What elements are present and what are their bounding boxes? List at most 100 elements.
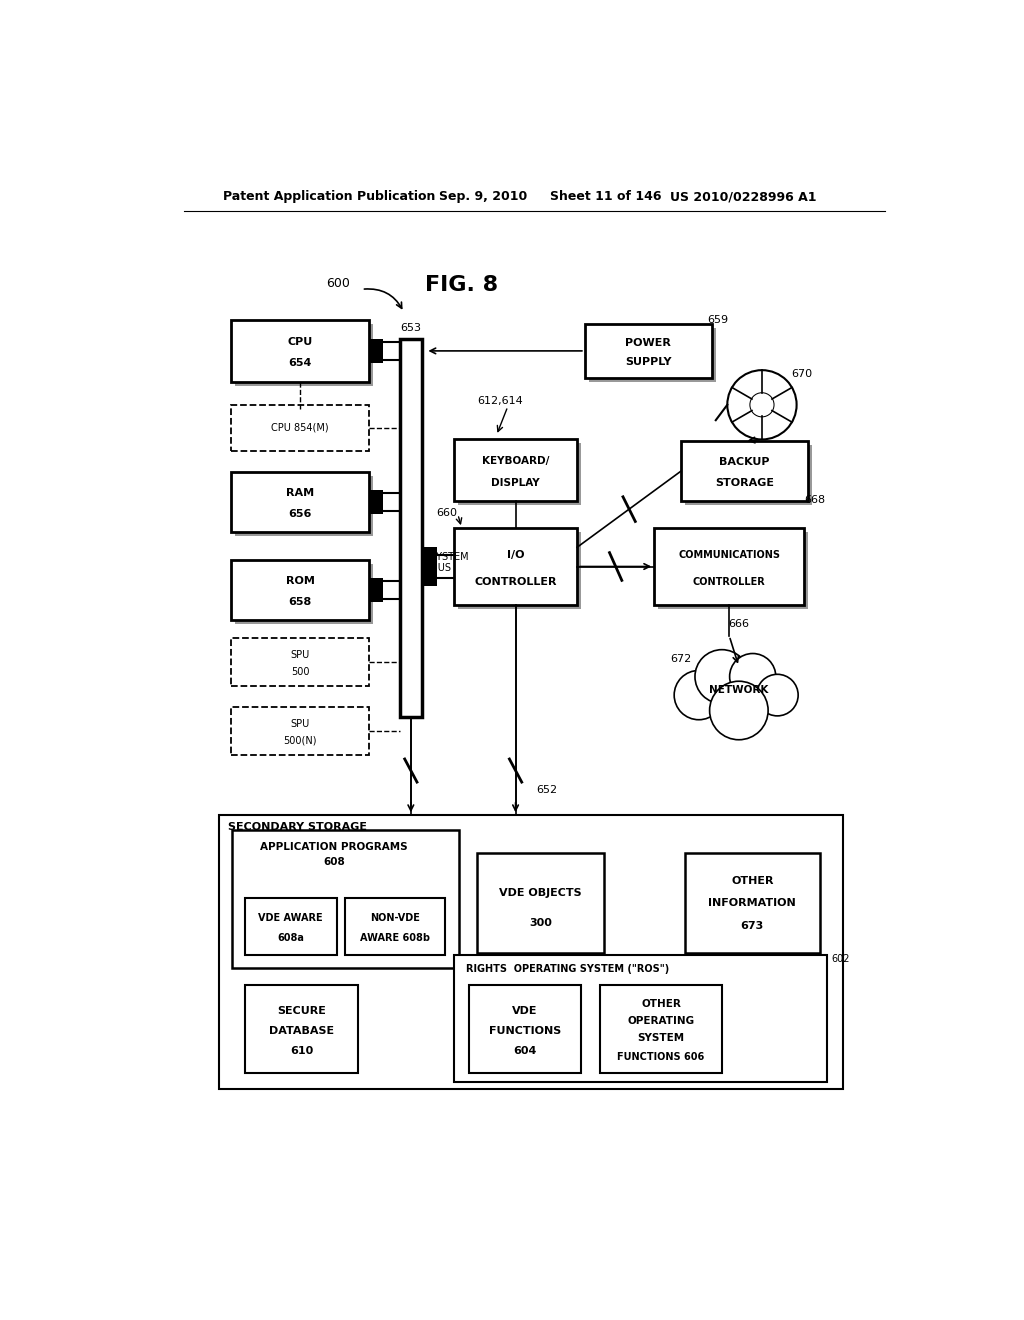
Circle shape	[751, 393, 773, 416]
Text: 673: 673	[740, 921, 764, 931]
Text: FIG. 8: FIG. 8	[425, 276, 499, 296]
Text: 656: 656	[289, 508, 311, 519]
Bar	[454, 528, 578, 605]
Bar	[481, 858, 608, 958]
Bar	[234, 564, 373, 624]
Text: SECURE: SECURE	[278, 1006, 326, 1016]
Bar	[681, 441, 808, 502]
Bar	[230, 321, 370, 381]
Text: NON-VDE: NON-VDE	[370, 913, 420, 923]
Text: FUNCTIONS: FUNCTIONS	[489, 1026, 561, 1036]
Bar	[454, 956, 827, 1082]
Text: OTHER: OTHER	[641, 999, 681, 1008]
Text: 610: 610	[290, 1045, 313, 1056]
Bar	[658, 532, 808, 609]
Text: SYSTEM
BUS: SYSTEM BUS	[431, 552, 469, 573]
Text: Sheet 11 of 146: Sheet 11 of 146	[550, 190, 662, 203]
Bar	[685, 445, 812, 506]
Text: 300: 300	[529, 917, 552, 928]
Text: 500: 500	[291, 667, 309, 677]
Bar	[234, 323, 373, 385]
Bar	[473, 989, 585, 1077]
Text: SPU: SPU	[291, 649, 309, 660]
Bar	[230, 561, 370, 620]
Text: ROM: ROM	[286, 577, 314, 586]
Text: 602: 602	[831, 954, 850, 964]
Text: INFORMATION: INFORMATION	[709, 898, 797, 908]
Bar	[459, 960, 833, 1088]
Bar	[219, 816, 843, 1089]
Text: 604: 604	[513, 1045, 537, 1056]
Bar	[230, 471, 370, 532]
Bar	[400, 339, 422, 717]
Bar	[422, 548, 437, 586]
Text: 658: 658	[289, 598, 311, 607]
Text: CONTROLLER: CONTROLLER	[693, 577, 766, 587]
Circle shape	[730, 653, 776, 700]
Bar	[370, 578, 383, 602]
Text: DISPLAY: DISPLAY	[492, 478, 540, 487]
Bar	[230, 405, 370, 451]
Text: US 2010/0228996 A1: US 2010/0228996 A1	[670, 190, 816, 203]
Text: 608a: 608a	[278, 933, 304, 942]
Text: COMMUNICATIONS: COMMUNICATIONS	[678, 550, 780, 560]
Text: POWER: POWER	[626, 338, 672, 347]
Text: 654: 654	[289, 358, 311, 368]
Text: AWARE 608b: AWARE 608b	[359, 933, 430, 942]
Text: BACKUP: BACKUP	[720, 457, 770, 467]
Text: 608: 608	[324, 857, 345, 867]
Bar	[689, 858, 824, 958]
Text: OTHER: OTHER	[731, 876, 773, 886]
Text: 500(N): 500(N)	[284, 735, 316, 746]
Text: SYSTEM: SYSTEM	[638, 1032, 685, 1043]
Bar	[469, 985, 581, 1073]
Bar	[477, 853, 604, 953]
Text: 672: 672	[671, 653, 692, 664]
Bar	[237, 834, 464, 973]
Text: RIGHTS  OPERATING SYSTEM ("ROS"): RIGHTS OPERATING SYSTEM ("ROS")	[466, 964, 669, 974]
Bar	[345, 898, 444, 956]
Text: DATABASE: DATABASE	[269, 1026, 334, 1036]
Text: SECONDARY STORAGE: SECONDARY STORAGE	[228, 822, 368, 832]
Text: APPLICATION PROGRAMS: APPLICATION PROGRAMS	[260, 842, 408, 851]
Bar	[232, 830, 460, 969]
Text: VDE: VDE	[512, 1006, 538, 1016]
Text: Sep. 9, 2010: Sep. 9, 2010	[438, 190, 526, 203]
Bar	[234, 475, 373, 536]
Circle shape	[695, 649, 749, 704]
Bar	[589, 327, 716, 381]
Bar	[654, 528, 804, 605]
Bar	[348, 902, 449, 960]
Bar	[230, 708, 370, 755]
Text: 670: 670	[792, 370, 813, 379]
Bar	[454, 440, 578, 502]
Circle shape	[674, 671, 724, 719]
Text: Patent Application Publication: Patent Application Publication	[223, 190, 435, 203]
Text: SPU: SPU	[291, 719, 309, 729]
Text: SUPPLY: SUPPLY	[625, 356, 672, 367]
Text: CPU: CPU	[288, 337, 312, 347]
Text: CONTROLLER: CONTROLLER	[474, 577, 557, 587]
Text: NETWORK: NETWORK	[710, 685, 769, 694]
Bar	[245, 985, 358, 1073]
Bar	[600, 985, 722, 1073]
Bar	[370, 339, 383, 363]
Text: CPU 854(M): CPU 854(M)	[271, 422, 329, 433]
Bar	[585, 323, 712, 378]
Text: KEYBOARD/: KEYBOARD/	[482, 455, 549, 466]
Text: VDE OBJECTS: VDE OBJECTS	[500, 888, 582, 898]
Bar	[604, 989, 726, 1077]
Text: 660: 660	[436, 508, 457, 517]
Circle shape	[710, 681, 768, 739]
Text: VDE AWARE: VDE AWARE	[258, 913, 323, 923]
Bar	[245, 898, 337, 956]
Text: 652: 652	[536, 785, 557, 795]
Bar	[249, 902, 341, 960]
Bar	[458, 532, 581, 609]
Bar	[685, 853, 819, 953]
Text: 659: 659	[708, 315, 729, 325]
Text: OPERATING: OPERATING	[628, 1016, 694, 1026]
Circle shape	[757, 675, 798, 715]
Bar	[249, 989, 362, 1077]
Text: FUNCTIONS 606: FUNCTIONS 606	[617, 1052, 705, 1063]
